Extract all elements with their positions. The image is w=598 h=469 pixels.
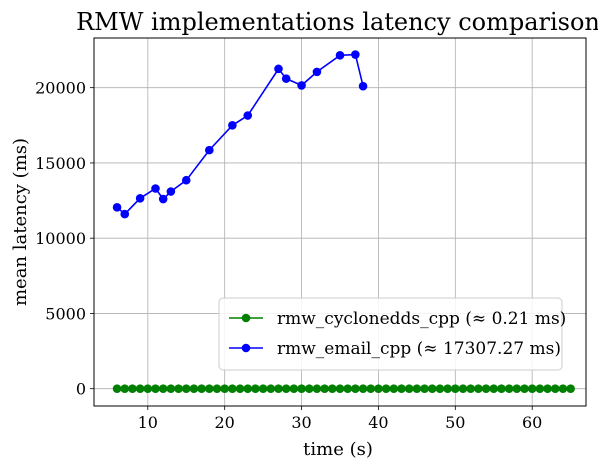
data-point	[174, 384, 183, 393]
data-point	[205, 146, 214, 155]
data-point	[251, 384, 260, 393]
x-axis-label: time (s)	[303, 439, 373, 460]
legend-label: rmw_email_cpp (≈ 17307.27 ms)	[277, 339, 561, 359]
data-point	[228, 121, 237, 130]
data-point	[513, 384, 522, 393]
data-point	[120, 384, 129, 393]
data-point	[182, 384, 191, 393]
y-tick-label: 5000	[45, 304, 86, 323]
x-tick-label: 60	[522, 413, 542, 432]
data-point	[405, 384, 414, 393]
data-point	[528, 384, 537, 393]
data-point	[482, 384, 491, 393]
x-tick-label: 10	[138, 413, 158, 432]
data-point	[282, 74, 291, 83]
data-point	[413, 384, 422, 393]
data-point	[313, 384, 322, 393]
data-point	[397, 384, 406, 393]
data-point	[167, 187, 176, 196]
data-point	[466, 384, 475, 393]
data-point	[113, 203, 122, 212]
data-point	[351, 384, 360, 393]
data-point	[113, 384, 122, 393]
data-point	[489, 384, 498, 393]
data-point	[505, 384, 514, 393]
data-point	[159, 384, 168, 393]
data-point	[267, 384, 276, 393]
data-point	[497, 384, 506, 393]
data-point	[297, 81, 306, 90]
legend: rmw_cyclonedds_cpp (≈ 0.21 ms) rmw_email_…	[219, 298, 566, 370]
x-tick-label: 30	[291, 413, 311, 432]
x-tick-label: 20	[215, 413, 235, 432]
y-tick-label: 10000	[35, 229, 86, 248]
legend-marker	[242, 314, 251, 323]
data-point	[436, 384, 445, 393]
data-point	[197, 384, 206, 393]
data-point	[136, 194, 145, 203]
data-point	[290, 384, 299, 393]
data-point	[428, 384, 437, 393]
data-point	[543, 384, 552, 393]
data-point	[305, 384, 314, 393]
data-point	[336, 51, 345, 60]
data-point	[151, 184, 160, 193]
data-point	[282, 384, 291, 393]
data-point	[167, 384, 176, 393]
data-point	[559, 384, 568, 393]
data-point	[420, 384, 429, 393]
data-point	[443, 384, 452, 393]
data-point	[313, 68, 322, 77]
data-point	[236, 384, 245, 393]
y-axis-label: mean latency (ms)	[10, 138, 31, 306]
data-point	[328, 384, 337, 393]
data-point	[374, 384, 383, 393]
data-point	[182, 176, 191, 185]
legend-marker	[242, 344, 251, 353]
x-tick-label: 50	[445, 413, 465, 432]
data-point	[274, 65, 283, 74]
data-point	[213, 384, 222, 393]
y-tick-label: 15000	[35, 154, 86, 173]
data-point	[205, 384, 214, 393]
y-tick-label: 0	[76, 380, 86, 399]
data-point	[144, 384, 153, 393]
axis-ticks: 10 20 30 40 50 60 0 5000 10000 15000 20000	[35, 79, 542, 432]
chart-title: RMW implementations latency comparison	[76, 8, 598, 36]
data-point	[351, 50, 360, 59]
data-point	[359, 82, 368, 91]
data-point	[220, 384, 229, 393]
data-point	[159, 195, 168, 204]
data-point	[228, 384, 237, 393]
data-point	[566, 384, 575, 393]
data-point	[336, 384, 345, 393]
data-point	[474, 384, 483, 393]
data-point	[451, 384, 460, 393]
data-point	[320, 384, 329, 393]
data-point	[459, 384, 468, 393]
data-point	[136, 384, 145, 393]
data-point	[343, 384, 352, 393]
data-point	[128, 384, 137, 393]
data-point	[297, 384, 306, 393]
data-point	[120, 210, 129, 219]
data-point	[366, 384, 375, 393]
data-point	[151, 384, 160, 393]
data-point	[259, 384, 268, 393]
data-point	[190, 384, 199, 393]
data-point	[243, 111, 252, 120]
y-tick-label: 20000	[35, 79, 86, 98]
data-point	[520, 384, 529, 393]
data-point	[551, 384, 560, 393]
data-point	[243, 384, 252, 393]
data-point	[390, 384, 399, 393]
data-point	[274, 384, 283, 393]
data-point	[536, 384, 545, 393]
legend-label: rmw_cyclonedds_cpp (≈ 0.21 ms)	[277, 309, 566, 329]
data-point	[382, 384, 391, 393]
x-tick-label: 40	[368, 413, 388, 432]
data-point	[359, 384, 368, 393]
